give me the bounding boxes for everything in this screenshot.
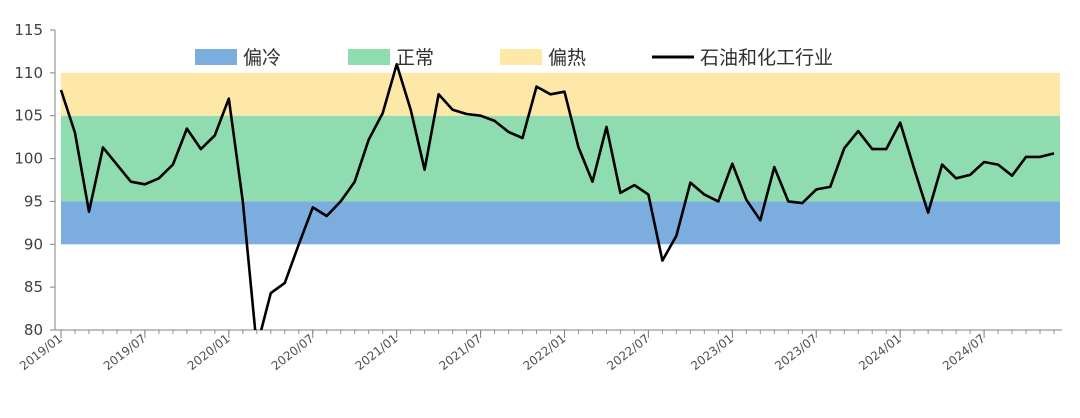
legend-label: 石油和化工行业 <box>700 47 833 69</box>
legend-swatch <box>348 49 390 65</box>
legend-swatch <box>500 49 542 65</box>
y-tick-label: 115 <box>14 21 43 39</box>
legend-item-2: 偏热 <box>500 47 586 69</box>
legend-label: 偏冷 <box>243 47 281 69</box>
legend-label: 偏热 <box>548 47 586 69</box>
series-layer <box>59 63 1055 330</box>
x-tick-label: 2021/07 <box>437 331 485 373</box>
legend-item-3: 石油和化工行业 <box>652 47 833 69</box>
x-tick-label: 2020/01 <box>185 331 233 373</box>
y-tick-label: 105 <box>14 107 43 125</box>
x-tick-label: 2020/07 <box>269 331 317 373</box>
y-tick-label: 100 <box>14 150 43 168</box>
legend: 偏冷 正常 偏热 石油和化工行业 <box>195 47 833 69</box>
x-tick-label: 2024/07 <box>940 331 988 373</box>
band-0 <box>61 201 1060 245</box>
y-tick-label: 110 <box>14 64 43 82</box>
x-tick-label: 2019/07 <box>101 331 149 373</box>
y-tick-label: 90 <box>24 235 43 253</box>
x-tick-label: 2023/01 <box>688 331 736 373</box>
band-2 <box>61 72 1060 116</box>
x-tick-label: 2021/01 <box>353 331 401 373</box>
series-line-0 <box>59 63 1055 330</box>
legend-swatch <box>195 49 237 65</box>
legend-label: 正常 <box>396 47 434 69</box>
legend-item-0: 偏冷 <box>195 47 281 69</box>
x-tick-label: 2022/07 <box>604 331 652 373</box>
legend-item-1: 正常 <box>348 47 434 69</box>
x-tick-label: 2023/07 <box>772 331 820 373</box>
y-tick-label: 85 <box>24 278 43 296</box>
x-tick-label: 2024/01 <box>856 331 904 373</box>
y-tick-label: 80 <box>24 321 43 339</box>
bands-layer <box>61 72 1060 245</box>
band-1 <box>61 115 1060 202</box>
x-tick-label: 2022/01 <box>520 331 568 373</box>
y-tick-label: 95 <box>24 192 43 210</box>
